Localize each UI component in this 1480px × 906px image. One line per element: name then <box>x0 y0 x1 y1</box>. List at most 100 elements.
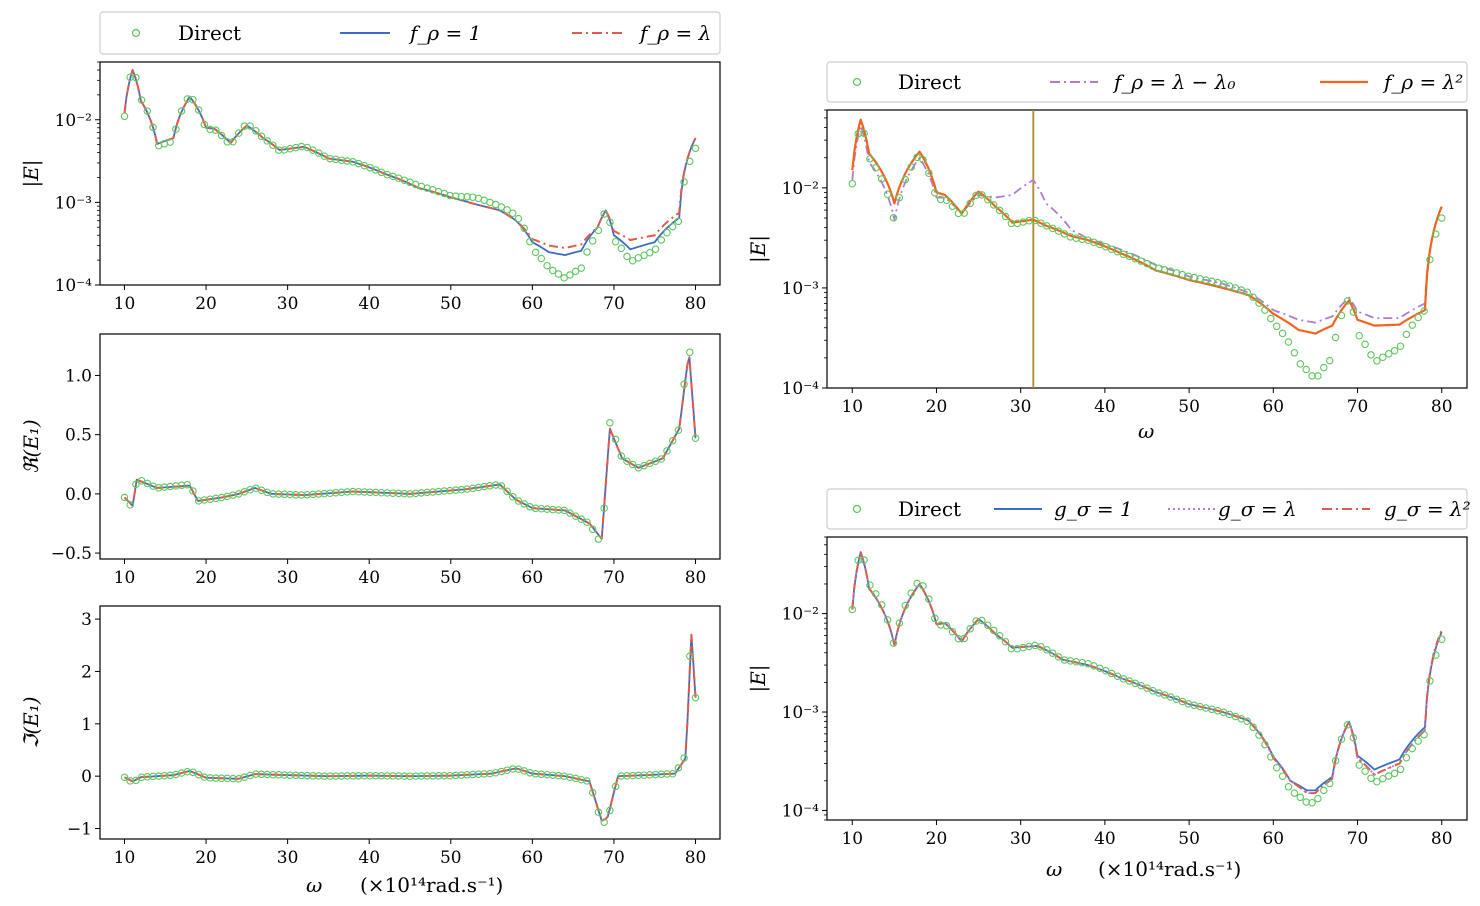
direct-data-point <box>623 457 631 465</box>
direct-data-point <box>286 144 294 153</box>
direct-data-point <box>1261 740 1269 749</box>
direct-data-point <box>417 489 426 497</box>
x-tick-label: 70 <box>1347 397 1369 417</box>
x-tick-label: 40 <box>1094 397 1116 417</box>
y-tick-label: −1 <box>67 820 92 840</box>
direct-data-point <box>931 188 939 197</box>
direct-data-point <box>303 491 311 499</box>
direct-data-point <box>526 769 534 777</box>
series-line <box>124 633 697 822</box>
direct-data-point <box>1390 346 1399 355</box>
direct-data-point <box>628 460 637 469</box>
direct-data-point <box>149 123 157 132</box>
direct-data-point <box>1060 230 1069 238</box>
direct-data-point <box>646 771 654 779</box>
direct-data-point <box>628 256 637 265</box>
x-tick-label: 40 <box>358 848 380 868</box>
x-tick-label: 60 <box>1262 397 1284 417</box>
series-line <box>851 551 1443 795</box>
x-tick-label: 20 <box>195 848 217 868</box>
x-tick-label: 70 <box>603 848 625 868</box>
direct-data-point <box>423 772 431 780</box>
direct-data-point <box>509 209 517 217</box>
x-tick-label: 70 <box>603 568 625 588</box>
y-tick-label: 0.5 <box>65 426 92 446</box>
direct-data-point <box>463 771 471 779</box>
direct-data-point <box>120 112 129 121</box>
direct-data-point <box>503 487 511 496</box>
direct-data-point <box>691 434 700 442</box>
legend-rt-label-direct: Direct <box>898 70 961 94</box>
right-xlabel-units: (×10¹⁴rad.s⁻¹) <box>1098 857 1241 881</box>
direct-data-point <box>1361 767 1369 775</box>
x-tick-label: 30 <box>277 294 299 314</box>
direct-data-point <box>337 156 346 164</box>
y-tick-label: 2 <box>81 662 92 682</box>
direct-data-point <box>663 447 671 455</box>
direct-data-point <box>883 190 892 199</box>
direct-data-point <box>646 248 654 257</box>
series-line <box>851 551 1443 792</box>
direct-data-point <box>252 127 260 135</box>
direct-data-point <box>120 773 129 781</box>
direct-data-point <box>223 774 232 783</box>
direct-data-point <box>446 191 454 200</box>
direct-data-point <box>1290 349 1299 357</box>
direct-data-point <box>1320 363 1328 372</box>
direct-data-point <box>320 489 329 498</box>
direct-data-point <box>1343 721 1352 729</box>
direct-data-point <box>594 535 603 543</box>
direct-data-point <box>126 501 134 509</box>
direct-data-point <box>1308 798 1316 807</box>
direct-data-point <box>889 214 898 222</box>
y-axis-label: |E| <box>746 235 771 263</box>
direct-data-point <box>1367 774 1375 783</box>
direct-data-point <box>383 489 391 497</box>
direct-data-point <box>269 141 277 149</box>
direct-data-point <box>514 497 523 505</box>
direct-data-point <box>617 244 626 253</box>
direct-data-point <box>212 126 220 134</box>
x-tick-label: 70 <box>603 294 625 314</box>
direct-data-point <box>537 770 546 779</box>
direct-data-point <box>972 191 980 200</box>
direct-data-point <box>1243 288 1251 296</box>
legend-left-label-flambda: f_ρ = λ <box>638 21 711 45</box>
direct-data-point <box>451 192 460 200</box>
direct-data-point <box>651 770 660 779</box>
direct-data-point <box>349 772 357 780</box>
direct-data-point <box>543 770 551 779</box>
legend-rb-label-glambda: g_σ = λ <box>1218 497 1297 521</box>
x-tick-label: 30 <box>1010 397 1032 417</box>
direct-data-point <box>531 248 540 257</box>
direct-data-point <box>674 426 683 434</box>
direct-data-point <box>600 210 608 218</box>
direct-data-point <box>600 818 608 826</box>
axes-frame <box>99 61 721 286</box>
direct-data-point <box>531 504 540 513</box>
direct-data-point <box>972 617 980 625</box>
direct-data-point <box>234 129 243 137</box>
plot-left-im-E1: 10 20 30 40 50 60 70 80 −1 0 1 2 3 ℑ(E₁) <box>19 605 721 868</box>
direct-data-point <box>657 455 666 463</box>
direct-data-point <box>948 627 957 636</box>
y-tick-label: 10⁻⁴ <box>782 379 820 399</box>
direct-data-point <box>394 772 403 780</box>
direct-data-point <box>292 143 300 152</box>
y-tick-label: 10⁻³ <box>782 279 819 299</box>
x-tick-label: 30 <box>277 848 299 868</box>
direct-data-point <box>1054 653 1063 661</box>
direct-data-point <box>297 142 306 151</box>
direct-data-point <box>1432 651 1440 659</box>
direct-data-point <box>554 771 563 780</box>
direct-data-point <box>1302 365 1310 374</box>
direct-data-point <box>966 199 974 208</box>
direct-data-point <box>343 157 351 165</box>
direct-data-point <box>377 488 386 497</box>
direct-data-point <box>674 764 683 772</box>
y-tick-label: 10⁻⁴ <box>782 801 820 821</box>
direct-data-point <box>668 436 677 445</box>
x-tick-label: 10 <box>841 829 863 849</box>
direct-data-point <box>554 270 563 278</box>
